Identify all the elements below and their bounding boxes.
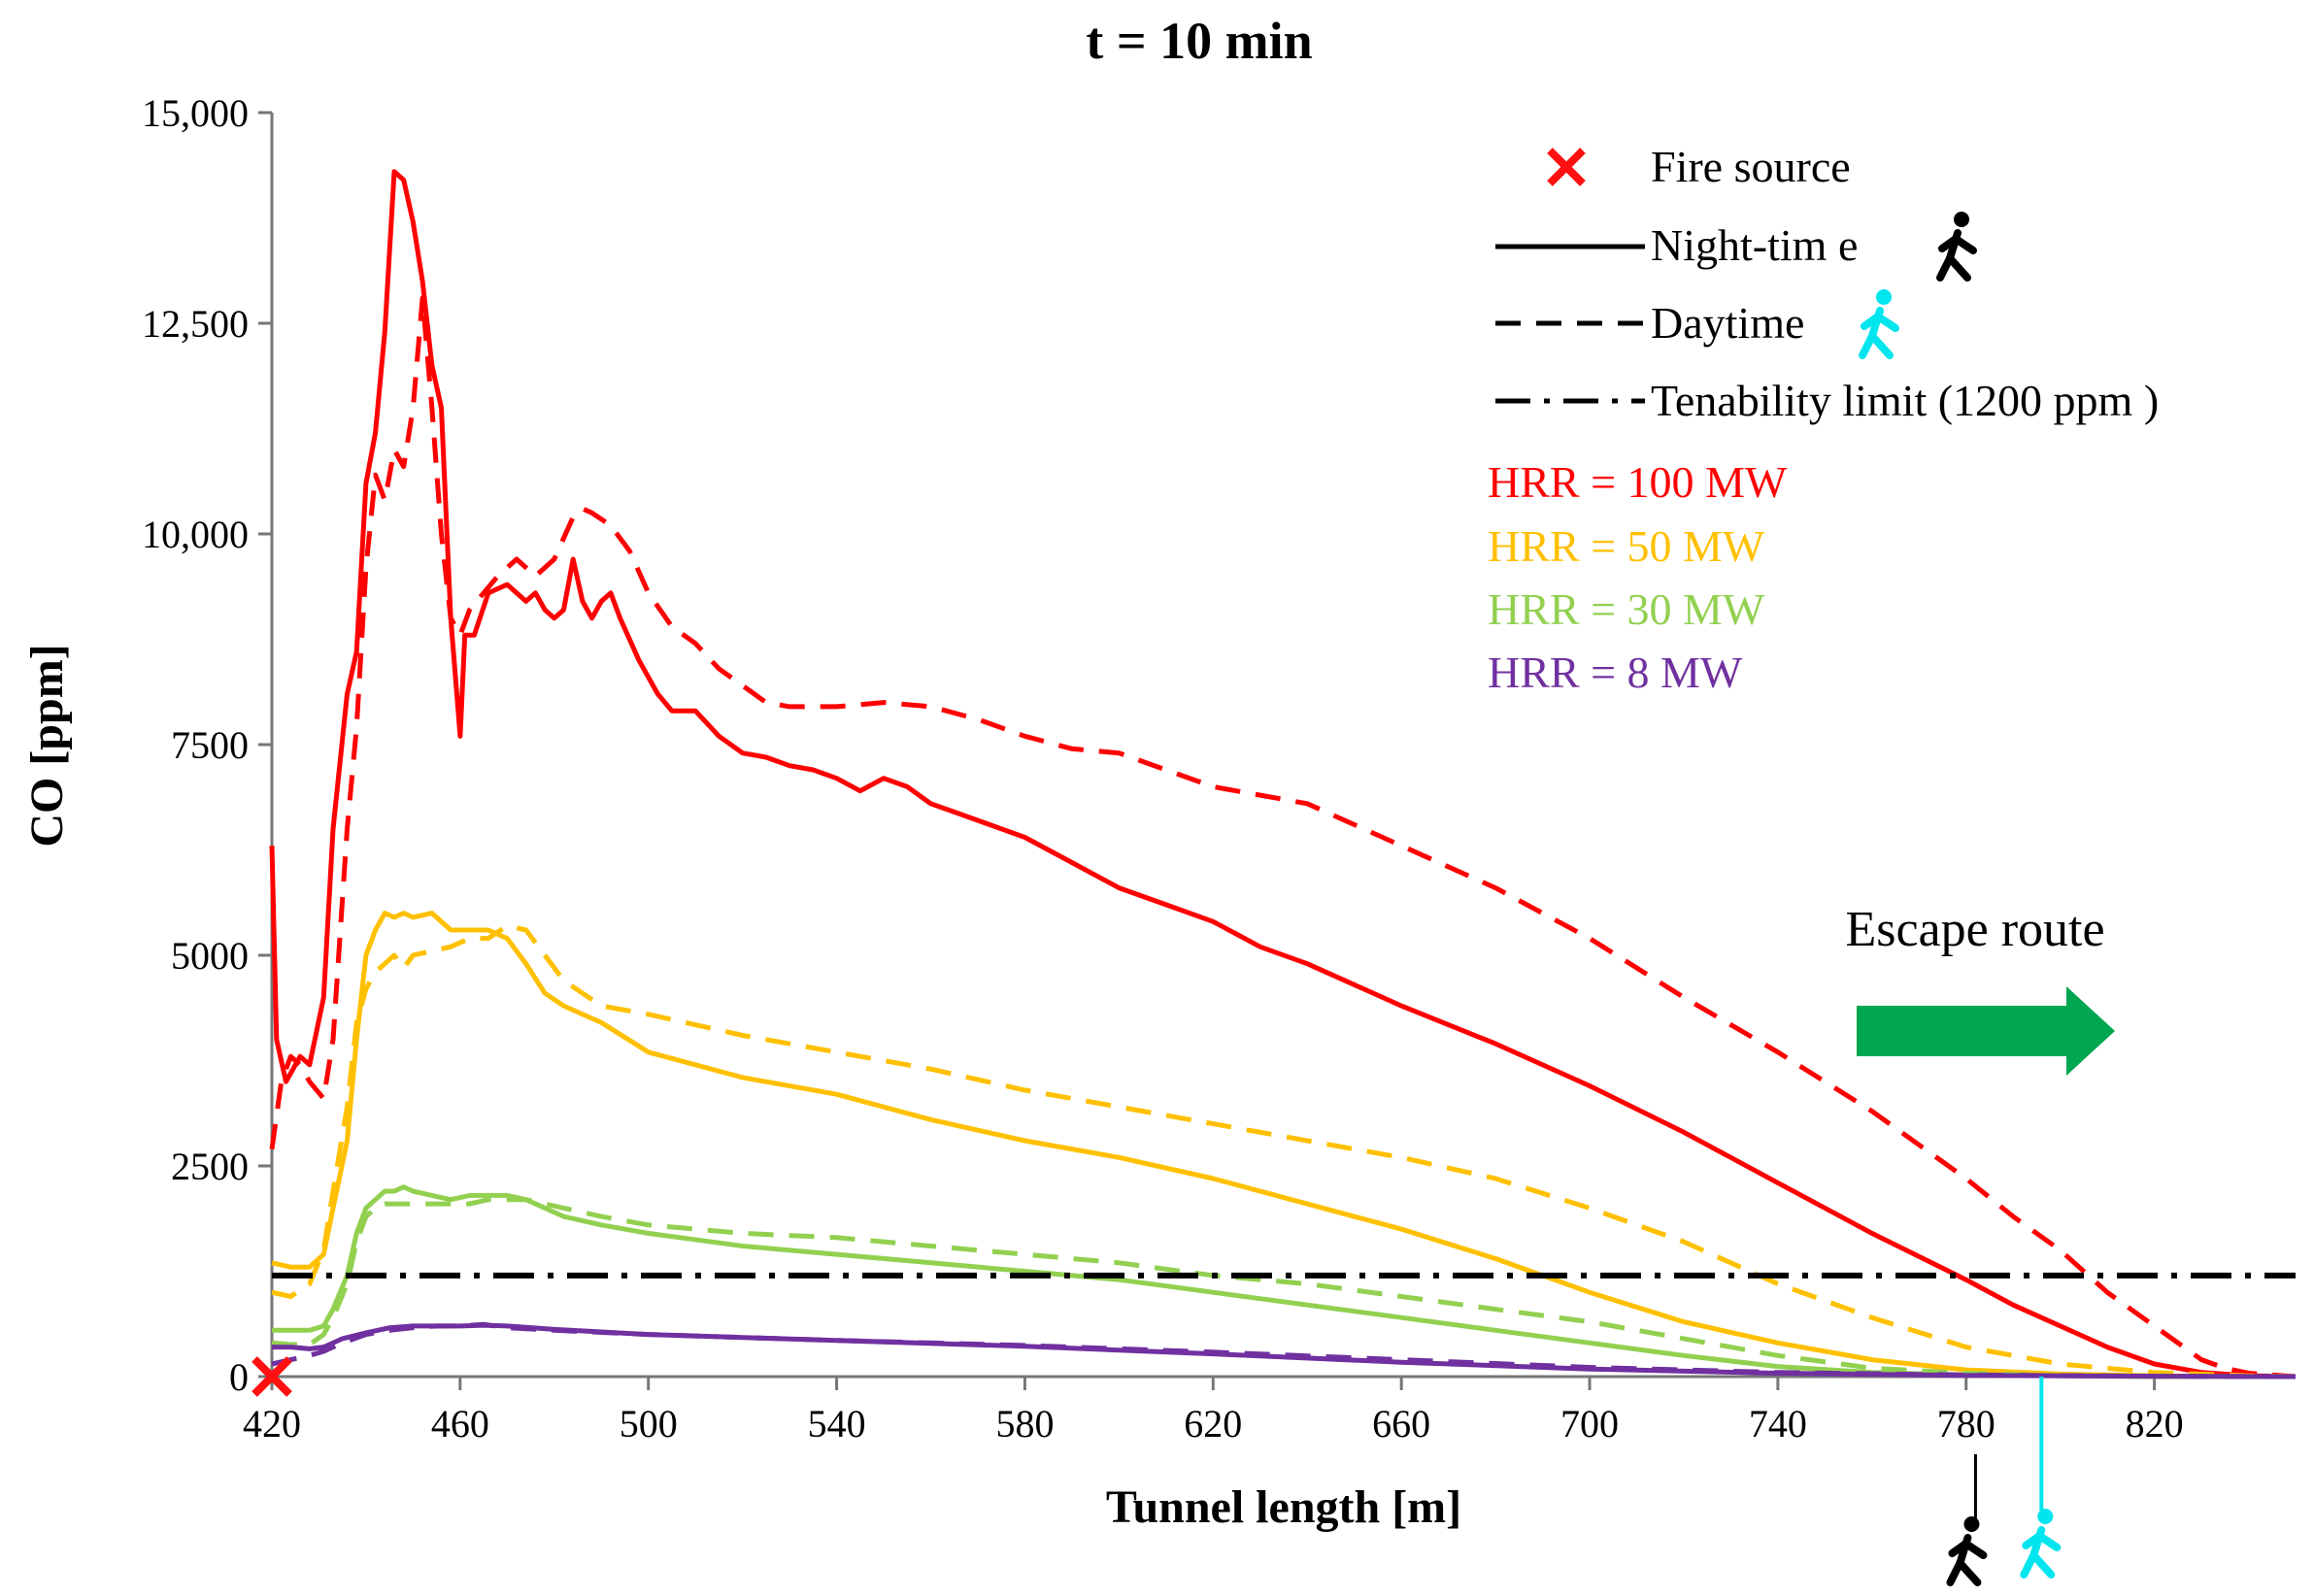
legend-tenability-label: Tenability limit (1200 ppm ) <box>1651 376 2159 425</box>
x-tick-label: 420 <box>243 1402 301 1446</box>
series-line-hrr-50-mw-night-time <box>271 911 2296 1380</box>
legend-day-walker-icon <box>1859 289 1899 359</box>
y-tick-label: 12,500 <box>142 302 249 346</box>
escape-route-label: Escape route <box>1845 902 2104 957</box>
y-tick-label: 5000 <box>171 934 249 978</box>
legend-fire-source-label: Fire source <box>1651 142 1851 191</box>
escape-route-arrow-icon <box>1857 986 2115 1076</box>
y-tick-label: 2500 <box>171 1145 249 1188</box>
y-ticks: 0 2500 5000 7500 10,000 12,500 15,000 <box>142 91 272 1399</box>
legend-night-label: Night-tim e <box>1651 220 1858 270</box>
fire-source-marker <box>252 1356 292 1397</box>
night-evacuee-walker-icon <box>1946 1516 1988 1586</box>
series-line-hrr-50-mw-daytime <box>271 923 2297 1380</box>
legend-hrr-30-label: HRR = 30 MW <box>1488 584 1765 634</box>
series-line-hrr-8-mw-daytime <box>271 1321 2297 1380</box>
series-line-hrr-30-mw-daytime <box>271 1197 2296 1380</box>
legend-hrr-8-label: HRR = 8 MW <box>1488 648 1743 697</box>
x-tick-label: 700 <box>1560 1402 1619 1446</box>
legend-night-walker-icon <box>1936 212 1977 282</box>
x-ticks: 420 460 500 540 580 620 660 700 740 780 820 <box>243 1377 2184 1446</box>
legend-hrr-50-label: HRR = 50 MW <box>1488 521 1765 571</box>
series-layer <box>269 169 2297 1380</box>
x-tick-label: 580 <box>995 1402 1054 1446</box>
fire-x-stroke <box>252 1356 292 1397</box>
plot-area: 0 2500 5000 7500 10,000 12,500 15,000 420 460 50… <box>142 91 2297 1446</box>
x-tick-label: 460 <box>431 1402 489 1446</box>
y-tick-label: 0 <box>229 1355 249 1399</box>
day-evacuee-walker-icon <box>2020 1509 2062 1579</box>
x-tick-label: 780 <box>1937 1402 1995 1446</box>
x-tick-label: 660 <box>1372 1402 1430 1446</box>
y-axis-title: CO [ppm] <box>21 644 73 847</box>
evacuee-markers <box>1946 1377 2062 1586</box>
x-tick-label: 500 <box>620 1402 678 1446</box>
y-tick-label: 15,000 <box>142 91 249 135</box>
x-tick-label: 620 <box>1184 1402 1242 1446</box>
x-tick-label: 540 <box>808 1402 866 1446</box>
legend: Fire source Night-tim e Daytime <box>1488 142 2159 697</box>
y-tick-label: 10,000 <box>142 513 249 556</box>
x-tick-label: 820 <box>2126 1402 2184 1446</box>
series-line-hrr-100-mw-night-time <box>269 169 2297 1380</box>
series-line-hrr-100-mw-daytime <box>269 295 2297 1380</box>
x-tick-label: 740 <box>1749 1402 1807 1446</box>
series-line-hrr-30-mw-night-time <box>272 1184 2296 1380</box>
legend-fire-source-icon <box>1547 148 1586 186</box>
y-tick-label: 7500 <box>171 723 249 767</box>
chart-title: t = 10 min <box>1086 12 1312 70</box>
legend-hrr-100-label: HRR = 100 MW <box>1488 457 1788 507</box>
x-axis-title: Tunnel length [m] <box>1106 1481 1461 1533</box>
legend-day-label: Daytime <box>1651 298 1804 348</box>
